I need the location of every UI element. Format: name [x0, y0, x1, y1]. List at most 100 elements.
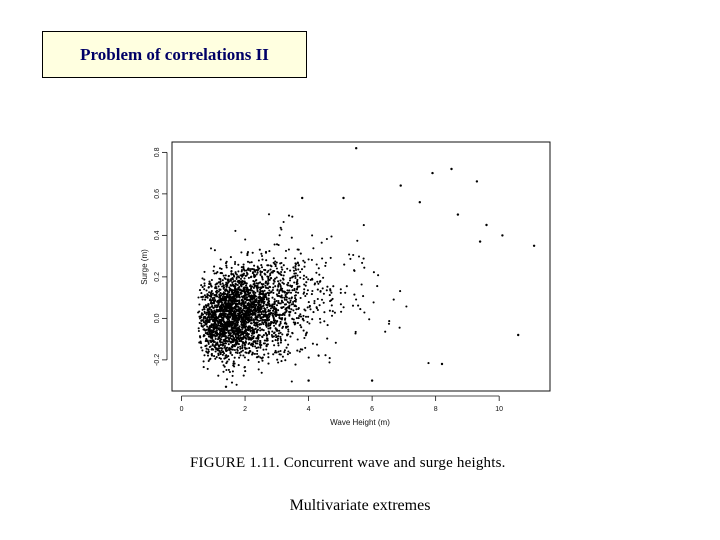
scatter-point [236, 300, 239, 303]
scatter-point [249, 350, 252, 353]
scatter-point [293, 281, 296, 284]
scatter-point [254, 342, 257, 345]
scatter-point [289, 335, 292, 338]
scatter-point [294, 312, 297, 315]
scatter-point-outlier [478, 240, 482, 243]
scatter-point [243, 325, 247, 328]
scatter-point [275, 261, 278, 264]
scatter-point [320, 241, 323, 244]
scatter-point [285, 325, 288, 328]
scatter-point [255, 347, 258, 350]
scatter-point [261, 318, 264, 321]
scatter-point [292, 275, 295, 278]
scatter-point [238, 318, 241, 321]
scatter-point [281, 325, 285, 328]
scatter-point [210, 308, 213, 311]
scatter-point [331, 297, 334, 300]
chart-canvas: 0 2 4 6 8 10 -0.2 0.0 0.2 0.4 0.6 0.8 Wave Height (… [140, 141, 551, 427]
scatter-point [212, 302, 215, 305]
scatter-point [282, 290, 286, 293]
scatter-point [265, 259, 268, 262]
scatter-point [260, 300, 263, 303]
scatter-point [296, 274, 299, 277]
scatter-point [218, 267, 222, 270]
scatter-point [275, 351, 278, 354]
scatter-point [225, 281, 228, 284]
scatter-point [237, 291, 240, 294]
scatter-point [206, 309, 209, 312]
scatter-point [201, 298, 204, 301]
scatter-point [259, 273, 262, 276]
scatter-point [253, 313, 256, 316]
scatter-point [230, 293, 233, 296]
scatter-point [267, 310, 270, 313]
scatter-point [309, 308, 312, 311]
scatter-point [261, 292, 264, 295]
scatter-point [318, 304, 321, 307]
scatter-point [228, 370, 231, 374]
scatter-point [276, 337, 280, 340]
scatter-point [237, 270, 240, 273]
scatter-point [211, 337, 214, 340]
scatter-point [210, 341, 213, 344]
scatter-point [246, 316, 249, 319]
scatter-point [282, 264, 285, 267]
scatter-point [241, 342, 245, 345]
scatter-point [278, 234, 281, 237]
scatter-point [295, 288, 298, 291]
scatter-point [212, 306, 215, 309]
scatter-point [252, 268, 255, 271]
scatter-point [279, 283, 282, 286]
scatter-point [202, 317, 205, 320]
scatter-point [261, 359, 264, 362]
scatter-point [271, 306, 274, 309]
scatter-point [308, 304, 311, 307]
scatter-point [243, 332, 246, 335]
scatter-point [372, 301, 375, 304]
scatter-point [288, 307, 291, 310]
scatter-point [247, 276, 250, 279]
x-tick-label: 2 [243, 406, 247, 413]
scatter-point [321, 257, 324, 260]
scatter-point [332, 285, 335, 288]
scatter-point [304, 346, 307, 349]
scatter-point [260, 307, 263, 310]
scatter-point [226, 320, 229, 323]
scatter-point [260, 317, 263, 320]
scatter-point [222, 319, 225, 322]
scatter-point [213, 272, 216, 275]
scatter-point [272, 282, 275, 285]
scatter-point [200, 284, 203, 287]
scatter-point [207, 342, 210, 345]
scatter-point [260, 282, 263, 285]
scatter-point [294, 304, 297, 308]
scatter-point [207, 348, 210, 351]
scatter-point [226, 321, 229, 324]
scatter-point-outlier [370, 379, 374, 382]
scatter-point [258, 313, 261, 316]
scatter-point [243, 290, 247, 294]
scatter-point-outlier [501, 234, 504, 237]
scatter-point [307, 258, 310, 261]
scatter-point [221, 293, 224, 296]
scatter-point [279, 262, 282, 265]
scatter-point [211, 334, 214, 337]
scatter-point [305, 332, 308, 335]
scatter-point [230, 322, 233, 325]
scatter-point [330, 291, 333, 294]
scatter-point [272, 316, 275, 319]
scatter-chart: 0 2 4 6 8 10 -0.2 0.0 0.2 0.4 0.6 0.8 Wave Height (… [130, 135, 560, 435]
scatter-point [277, 243, 280, 247]
scatter-point [267, 316, 270, 319]
scatter-point [214, 357, 217, 360]
scatter-point [242, 300, 245, 303]
scatter-point [206, 316, 209, 319]
scatter-point [233, 356, 236, 359]
scatter-point [256, 342, 259, 345]
scatter-point [264, 295, 267, 298]
scatter-point [302, 277, 305, 281]
scatter-point [253, 297, 256, 300]
scatter-point [264, 250, 268, 253]
scatter-point [218, 277, 221, 280]
scatter-point [228, 291, 231, 294]
